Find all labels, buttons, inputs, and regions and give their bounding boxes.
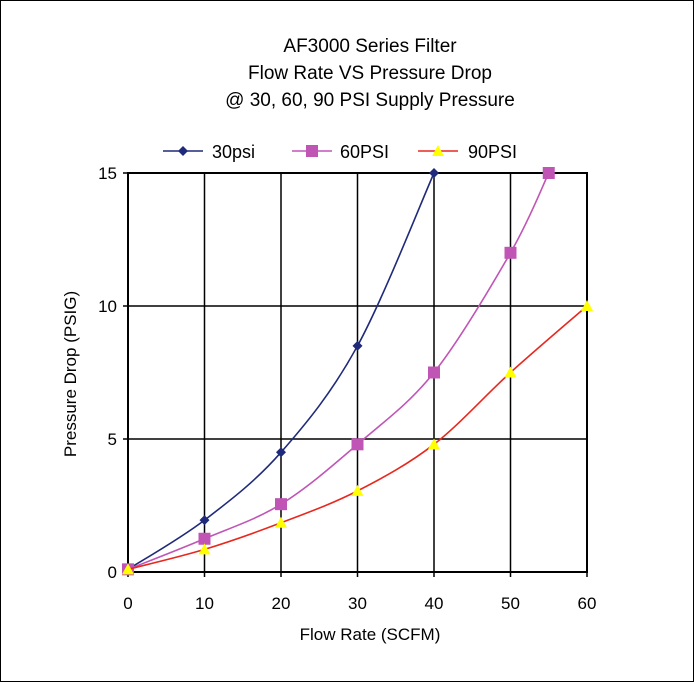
y-tick-label: 10	[98, 297, 117, 316]
title-line-3: @ 30, 60, 90 PSI Supply Pressure	[225, 90, 515, 111]
x-tick-label: 50	[501, 594, 520, 613]
legend-marker	[178, 146, 188, 156]
x-tick-label: 20	[272, 594, 291, 613]
data-point	[542, 167, 555, 179]
data-point	[351, 438, 364, 451]
grid	[127, 172, 588, 573]
title-line-1: AF3000 Series Filter	[283, 36, 457, 57]
x-tick-label: 40	[425, 594, 444, 613]
y-tick-label: 15	[98, 164, 117, 183]
data-point	[428, 366, 440, 379]
y-axis-title: Pressure Drop (PSIG)	[61, 291, 80, 457]
x-axis-title: Flow Rate (SCFM)	[300, 625, 441, 644]
series-60PSI	[122, 167, 555, 576]
legend-item-60PSI: 60PSI	[292, 142, 389, 162]
data-point	[275, 498, 287, 511]
x-tick-label: 60	[578, 594, 597, 613]
data-point	[428, 438, 440, 450]
x-tick-label: 0	[123, 594, 132, 613]
data-point	[581, 300, 593, 311]
x-tick-label: 30	[348, 594, 367, 613]
chart-title: AF3000 Series Filter Flow Rate VS Pressu…	[225, 36, 515, 111]
x-tick-label: 10	[195, 594, 214, 613]
y-tick-label: 0	[108, 563, 117, 582]
data-point	[352, 340, 363, 351]
data-point	[198, 543, 211, 555]
data-point	[504, 246, 517, 259]
series-line	[127, 172, 435, 571]
data-point	[122, 563, 134, 575]
title-line-2: Flow Rate VS Pressure Drop	[248, 63, 492, 84]
legend-label: 30psi	[212, 142, 255, 162]
series-90PSI	[122, 300, 593, 575]
data-point	[351, 484, 364, 496]
data-point	[276, 447, 286, 458]
data-point	[198, 532, 211, 545]
legend-item-90PSI: 90PSI	[418, 142, 517, 162]
data-point	[429, 168, 439, 178]
tick-labels: 0 10 20 30 40 50 60 0 5 10 15	[98, 164, 596, 613]
data-point	[199, 515, 210, 526]
y-tick-label: 5	[108, 430, 117, 449]
data-point	[504, 366, 517, 378]
data-point	[275, 516, 287, 528]
legend: 30psi 60PSI 90PSI	[163, 142, 517, 162]
series-line	[127, 172, 550, 571]
legend-marker	[432, 145, 444, 156]
legend-item-30psi: 30psi	[163, 142, 255, 162]
series-group	[122, 167, 593, 576]
legend-label: 90PSI	[468, 142, 517, 162]
legend-label: 60PSI	[340, 142, 389, 162]
legend-marker	[306, 145, 318, 157]
